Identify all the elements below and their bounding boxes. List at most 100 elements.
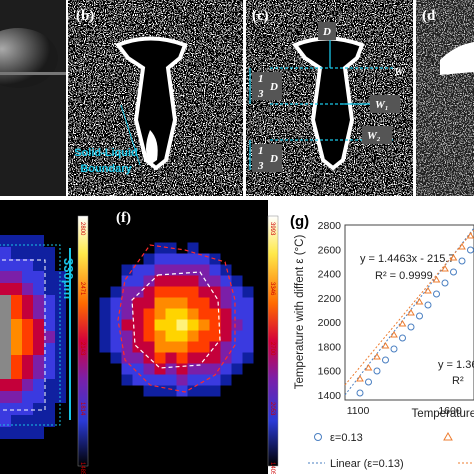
r-squared: R² — [452, 375, 464, 387]
heat-cell — [209, 286, 221, 298]
heat-cell — [132, 286, 144, 298]
heat-cell — [154, 275, 166, 287]
heat-cell — [176, 253, 188, 265]
heat-cell — [209, 341, 221, 353]
heat-cell — [121, 286, 133, 298]
marker — [424, 287, 432, 294]
label-box — [318, 22, 336, 40]
heat-cell — [220, 341, 232, 353]
heat-cell — [242, 297, 254, 309]
heat-cell — [0, 367, 11, 379]
heat-cell — [231, 352, 243, 364]
heat-cell — [187, 308, 199, 320]
heat-cell — [231, 341, 243, 353]
heat-cell — [22, 415, 33, 427]
colorbar-label: 2700 — [269, 342, 275, 356]
marker — [381, 342, 390, 349]
panel-d: (d — [416, 0, 474, 196]
heat-cell — [11, 355, 22, 367]
boundary — [0, 244, 61, 426]
colorbars — [77, 215, 279, 467]
heat-cell — [11, 403, 22, 415]
heat-cell — [44, 343, 55, 355]
heat-cell — [121, 275, 133, 287]
heat-cell — [198, 286, 210, 298]
heat-cell — [176, 275, 188, 287]
heat-cell — [33, 259, 44, 271]
heat-cell — [143, 275, 155, 287]
heat-cell — [220, 286, 232, 298]
heat-cell — [121, 341, 133, 353]
marker — [433, 290, 440, 298]
heat-cell — [143, 264, 155, 276]
heat-cell — [176, 330, 188, 342]
marker — [407, 323, 415, 331]
heat-cell — [22, 307, 33, 319]
width-2: W₂ — [367, 130, 381, 142]
heat-cell — [242, 286, 254, 298]
heat-cell — [143, 330, 155, 342]
heat-cell — [99, 330, 111, 342]
heat-cell — [187, 352, 199, 364]
heat-cell — [209, 275, 221, 287]
heat-cell — [154, 297, 166, 309]
heat-cell — [33, 391, 44, 403]
heat-cell — [0, 295, 11, 307]
heat-cell — [220, 308, 232, 320]
heat-cell — [154, 352, 166, 364]
heat-cell — [209, 319, 221, 331]
heat-cell — [44, 391, 55, 403]
fraction-sym: D — [269, 81, 278, 93]
heat-cell — [33, 271, 44, 283]
heat-cell — [209, 264, 221, 276]
heat-cell — [143, 319, 155, 331]
marker — [458, 257, 466, 265]
colorbar-label: 2471 — [79, 282, 85, 296]
marker — [407, 309, 415, 316]
y-tick-label: 2600 — [318, 244, 342, 256]
heat-cell — [0, 343, 11, 355]
fraction-num: 1 — [258, 145, 264, 157]
heat-cell — [33, 295, 44, 307]
y-axis-label: Temperature with diffent ε (°C) — [294, 235, 306, 390]
heat-cell — [22, 391, 33, 403]
heat-cell — [22, 235, 33, 247]
heat-cell — [0, 247, 11, 259]
plot-area — [344, 224, 474, 401]
marker — [399, 334, 406, 342]
panel-bg — [283, 200, 474, 474]
heat-cell — [187, 330, 199, 342]
heat-cell — [44, 307, 55, 319]
y-tick-label: 2200 — [318, 293, 342, 305]
heat-cell — [165, 286, 177, 298]
heat-cell — [0, 259, 11, 271]
heat-cell — [242, 352, 254, 364]
heat-cell — [44, 367, 55, 379]
width-1: W₁ — [375, 99, 389, 111]
heat-cell — [176, 286, 188, 298]
heat-cell — [165, 253, 177, 265]
heat-cell — [110, 286, 122, 298]
heat-cell — [209, 374, 221, 386]
heat-cell — [187, 341, 199, 353]
heat-cell — [121, 352, 133, 364]
heat-cell — [154, 308, 166, 320]
y-tick-label: 1800 — [318, 341, 342, 353]
heat-cell — [33, 343, 44, 355]
heat-cell — [220, 275, 232, 287]
heat-cell — [22, 283, 33, 295]
heat-cell — [187, 253, 199, 265]
heat-cell — [0, 427, 11, 439]
annotation: Boundary — [80, 163, 132, 175]
heat-cell — [0, 307, 11, 319]
heat-cell — [132, 352, 144, 364]
heat-cell — [231, 297, 243, 309]
heat-cell — [220, 319, 232, 331]
heat-cell — [11, 427, 22, 439]
label-box — [362, 126, 392, 144]
heat-cell — [44, 403, 55, 415]
heat-cell — [187, 275, 199, 287]
melt-pool — [114, 36, 188, 171]
heat-cell — [242, 308, 254, 320]
